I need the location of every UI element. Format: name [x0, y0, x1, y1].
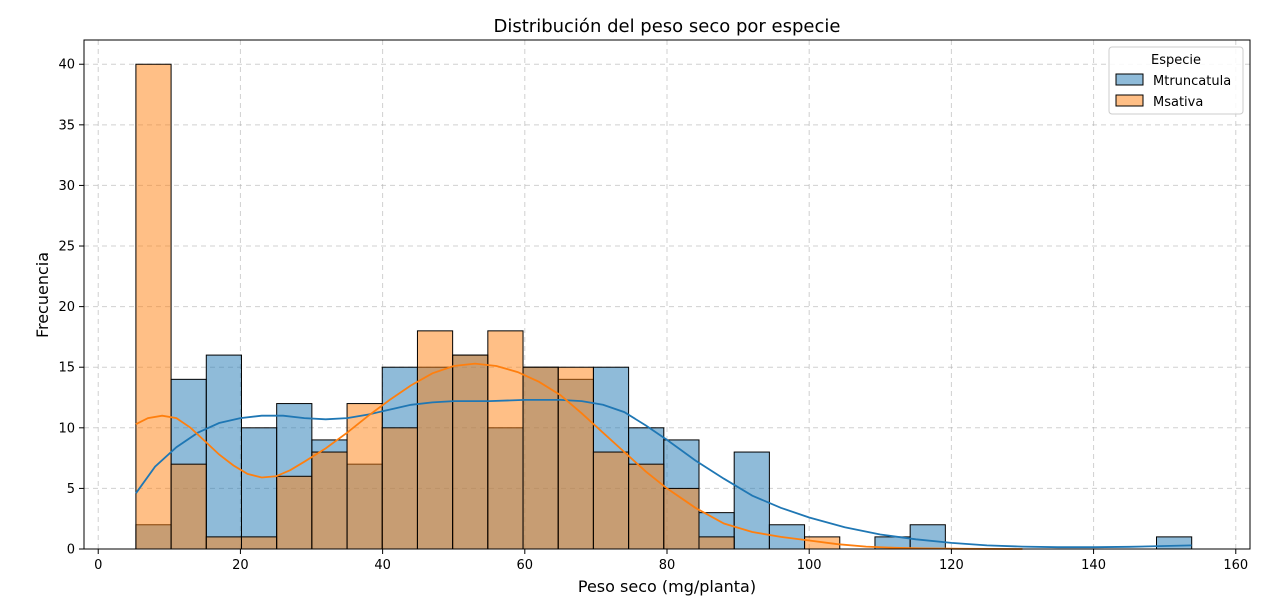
y-tick-label: 30 [58, 179, 75, 194]
x-tick-label: 120 [939, 558, 964, 573]
x-tick-label: 160 [1223, 558, 1248, 573]
bar-msativa [522, 366, 559, 550]
bar-msativa [416, 330, 454, 550]
y-tick-label: 5 [67, 482, 75, 497]
legend-swatch-msativa [1115, 94, 1144, 107]
bar-msativa [698, 536, 735, 550]
bar-msativa [135, 63, 172, 550]
bar-msativa [557, 366, 594, 550]
legend: Especie Mtruncatula Msativa [1108, 46, 1244, 115]
legend-label-mtruncatula: Mtruncatula [1153, 74, 1231, 89]
bar-msativa [452, 354, 489, 550]
kde-curves [135, 362, 1192, 550]
x-axis-label: Peso seco (mg/planta) [578, 577, 756, 596]
bar-msativa [381, 427, 418, 550]
x-tick-label: 0 [94, 558, 102, 573]
legend-label-msativa: Msativa [1153, 95, 1203, 110]
y-tick-label: 10 [58, 421, 75, 436]
bar-msativa [311, 451, 348, 550]
bar-msativa [276, 475, 313, 550]
x-tick-label: 40 [374, 558, 391, 573]
legend-title: Especie [1151, 53, 1201, 68]
x-tick-label: 100 [797, 558, 822, 573]
bar-msativa [487, 330, 524, 550]
x-tick-label: 140 [1081, 558, 1106, 573]
y-tick-label: 20 [58, 300, 75, 315]
bar-msativa [170, 463, 207, 550]
bar-msativa [240, 536, 278, 550]
y-tick-label: 25 [58, 240, 75, 255]
bar-msativa [592, 451, 630, 550]
x-tick-label: 80 [659, 558, 676, 573]
grid [84, 40, 1250, 550]
kde-line-msativa [135, 362, 1023, 550]
bar-msativa [346, 403, 383, 550]
bar-mtruncatula [240, 427, 278, 550]
bar-mtruncatula [909, 524, 946, 550]
bar-mtruncatula [205, 354, 242, 550]
x-axis-ticks: 0 20 40 60 80 100 120 140 160 [94, 549, 1248, 573]
legend-swatch-mtruncatula [1115, 73, 1144, 86]
y-tick-label: 35 [58, 118, 75, 133]
x-tick-label: 60 [517, 558, 534, 573]
x-tick-label: 20 [232, 558, 249, 573]
y-tick-label: 40 [58, 58, 75, 73]
bar-msativa [205, 536, 242, 550]
y-axis-ticks: 0 5 10 15 20 25 30 35 40 [58, 58, 84, 558]
kde-line-mtruncatula [135, 399, 1192, 549]
bar-mtruncatula [1156, 536, 1193, 550]
bar-msativa [628, 463, 665, 550]
y-tick-label: 15 [58, 361, 75, 376]
y-tick-label: 0 [67, 543, 75, 558]
y-axis-label: Frecuencia [33, 252, 52, 338]
chart-title: Distribución del peso seco por especie [494, 16, 841, 37]
